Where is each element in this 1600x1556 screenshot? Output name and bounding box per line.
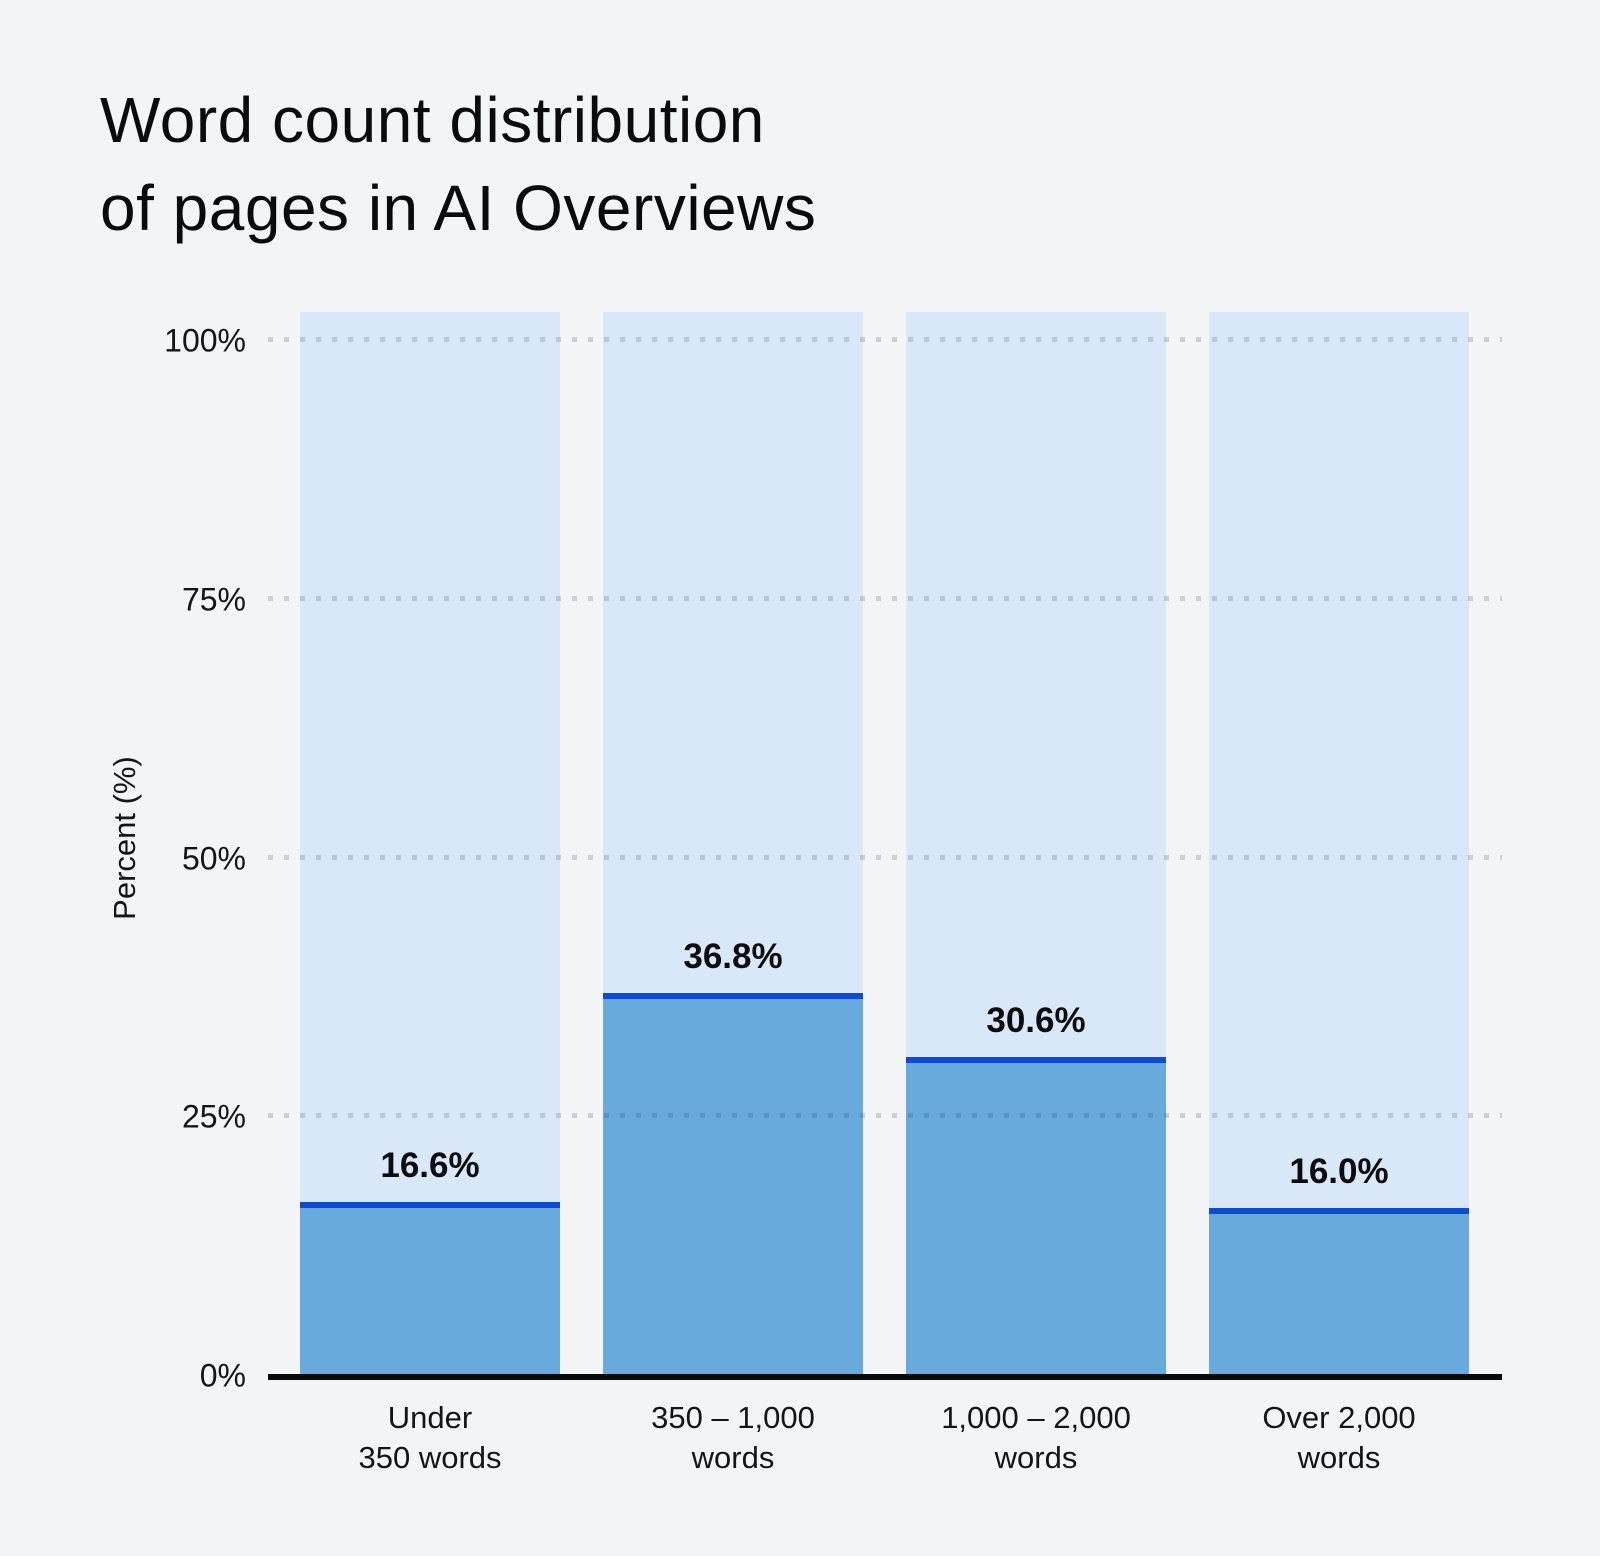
bar-value-label: 16.0% [1289,1152,1389,1191]
category-label-line: words [1297,1440,1381,1475]
bar [300,1202,560,1374]
y-tick-label: 25% [181,1098,246,1135]
bar-column: 16.6% [300,312,560,1374]
bar-column: 16.0% [1209,312,1469,1374]
chart-title-line-1: Word count distribution [100,84,765,156]
bar-column: 36.8% [603,312,863,1374]
y-tick-label: 100% [164,322,246,359]
bar [906,1057,1166,1374]
chart-title-line-2: of pages in AI Overviews [100,172,817,244]
plot-area: 16.6% 36.8% 30.6% 16.0% [268,312,1502,1374]
category-label: 1,000 – 2,000 words [941,1398,1131,1478]
category-label: Over 2,000 words [1262,1398,1415,1478]
bar [1209,1208,1469,1374]
category-label-line: 350 words [358,1440,502,1475]
category-label-line: words [691,1440,775,1475]
y-tick-label: 0% [199,1357,246,1394]
bar-column: 30.6% [906,312,1166,1374]
category-label-line: Over 2,000 [1262,1400,1416,1435]
gridline [268,596,1502,601]
bar [603,993,863,1374]
category-label-line: words [994,1440,1078,1475]
gridline [268,855,1502,860]
bar-value-label: 36.8% [683,937,783,976]
bar-value-label: 16.6% [380,1146,480,1185]
y-tick-label: 50% [181,840,246,877]
category-label: Under 350 words [358,1398,501,1478]
bar-value-label: 30.6% [986,1001,1086,1040]
category-label-line: Under [387,1400,473,1435]
category-label-line: 1,000 – 2,000 [941,1400,1131,1435]
y-tick-label: 75% [181,581,246,618]
gridline [268,337,1502,342]
gridline [268,1113,1502,1118]
category-label-line: 350 – 1,000 [651,1400,815,1435]
category-label: 350 – 1,000 words [651,1398,815,1478]
y-axis-title: Percent (%) [107,756,142,920]
x-axis-line [268,1374,1502,1380]
chart-title: Word count distribution of pages in AI O… [100,76,816,252]
